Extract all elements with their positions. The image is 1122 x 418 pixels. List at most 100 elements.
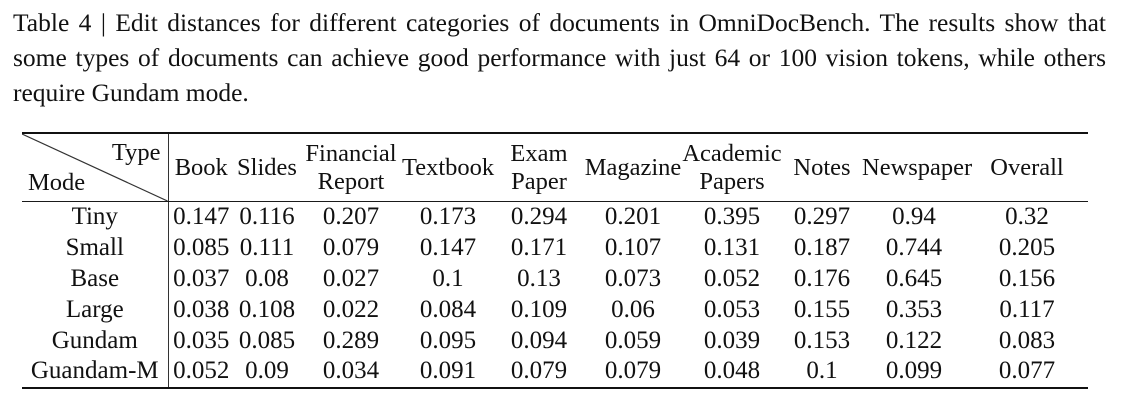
col-header-label: Overall (990, 153, 1064, 181)
table-cell: 0.073 (604, 264, 662, 292)
table-cell: 0.085 (173, 234, 230, 262)
table-cell: 0.053 (703, 295, 761, 323)
table-cell: 0.173 (419, 203, 477, 231)
col-header-label: Notes (793, 153, 851, 181)
table-cell: 0.156 (998, 264, 1056, 292)
col-header-textbook: Textbook (402, 132, 495, 202)
table-cell: 0.187 (793, 234, 851, 262)
table-cell: 0.207 (322, 203, 380, 231)
table-body: Tiny 0.147 0.116 0.207 0.173 0.294 0.201… (22, 201, 1088, 389)
table-cell: 0.155 (793, 295, 851, 323)
col-header-label: Slides (237, 153, 297, 181)
col-header-label: Paper (511, 167, 567, 195)
table-cell: 0.94 (892, 203, 936, 231)
table-cell: 0.744 (885, 234, 943, 262)
table-cell: 0.052 (703, 264, 761, 292)
table-cell: 0.048 (682, 355, 782, 389)
table-cell: 0.027 (322, 264, 380, 292)
table-row-large: Large 0.038 0.108 0.022 0.084 0.109 0.06… (22, 294, 1088, 326)
table-cell: 0.153 (793, 326, 851, 354)
table-cell: 0.116 (239, 203, 295, 231)
table-cell: 0.084 (419, 295, 477, 323)
table-row-guandam-m: Guandam-M 0.052 0.09 0.034 0.091 0.079 0… (22, 355, 1088, 389)
col-header-label: Newspaper (862, 153, 973, 181)
table-cell: 0.1 (782, 355, 862, 389)
row-label-guandam-m: Guandam-M (22, 355, 169, 389)
edit-distance-table: Type Mode Book Slides Financial Report T… (22, 132, 1088, 389)
table-cell: 0.079 (322, 234, 380, 262)
col-header-label: Academic (682, 139, 782, 167)
row-label-gundam: Gundam (22, 325, 169, 356)
col-header-academic-papers: Academic Papers (682, 132, 782, 202)
table-row-base: Base 0.037 0.08 0.027 0.1 0.13 0.073 0.0… (22, 263, 1088, 295)
table-header: Type Mode Book Slides Financial Report T… (22, 132, 1088, 202)
table-row-gundam: Gundam 0.035 0.085 0.289 0.095 0.094 0.0… (22, 325, 1088, 356)
table-cell: 0.297 (793, 203, 851, 231)
table-cell: 0.09 (234, 355, 300, 389)
table-cell: 0.147 (173, 203, 230, 231)
table-cell: 0.085 (238, 326, 296, 354)
diagonal-divider-line (22, 134, 168, 201)
col-header-label: Textbook (402, 153, 495, 181)
table-cell: 0.289 (322, 326, 380, 354)
col-header-book: Book (168, 132, 234, 202)
table-cell: 0.091 (402, 355, 494, 389)
table-cell: 0.117 (999, 295, 1055, 323)
table-cell: 0.039 (703, 326, 761, 354)
table-cell: 0.171 (510, 234, 568, 262)
table-cell: 0.077 (966, 355, 1088, 389)
table-cell: 0.645 (885, 264, 943, 292)
table-row-tiny: Tiny 0.147 0.116 0.207 0.173 0.294 0.201… (22, 201, 1088, 233)
col-header-label: Financial (305, 139, 397, 167)
table-cell: 0.111 (239, 234, 295, 262)
table-cell: 0.1 (432, 264, 464, 292)
row-label-small: Small (22, 232, 169, 264)
table-cell: 0.107 (604, 234, 662, 262)
table-cell: 0.099 (862, 355, 966, 389)
table-cell: 0.395 (703, 203, 761, 231)
col-header-label: Papers (699, 167, 765, 195)
table-cell: 0.094 (510, 326, 568, 354)
table-cell: 0.095 (419, 326, 477, 354)
col-header-exam-paper: Exam Paper (494, 132, 584, 202)
col-header-label: Book (174, 153, 228, 181)
row-label-tiny: Tiny (22, 201, 169, 233)
table-cell: 0.201 (604, 203, 662, 231)
col-header-label: Report (317, 167, 385, 195)
table-cell: 0.038 (173, 295, 230, 323)
table-cell: 0.122 (885, 326, 943, 354)
col-header-notes: Notes (782, 132, 862, 202)
table-cell: 0.176 (793, 264, 851, 292)
col-header-magazine: Magazine (584, 132, 682, 202)
corner-header-cell: Type Mode (22, 132, 169, 202)
corner-type-label: Type (111, 139, 161, 166)
table-cell: 0.052 (168, 355, 234, 389)
header-row: Type Mode Book Slides Financial Report T… (22, 132, 1088, 202)
row-label-base: Base (22, 263, 169, 295)
table-cell: 0.294 (510, 203, 568, 231)
col-header-label: Magazine (584, 153, 682, 181)
col-header-label: Exam (510, 139, 568, 167)
table-cell: 0.131 (703, 234, 761, 262)
table-cell: 0.06 (611, 295, 655, 323)
col-header-financial-report: Financial Report (300, 132, 402, 202)
corner-mode-label: Mode (28, 169, 86, 196)
table-cell: 0.034 (300, 355, 402, 389)
table-cell: 0.022 (322, 295, 380, 323)
table-cell: 0.109 (510, 295, 568, 323)
table-cell: 0.079 (584, 355, 682, 389)
table-cell: 0.147 (419, 234, 477, 262)
table-caption: Table 4 | Edit distances for different c… (13, 8, 1106, 107)
col-header-newspaper: Newspaper (862, 132, 973, 202)
table-cell: 0.035 (173, 326, 230, 354)
row-label-large: Large (22, 294, 169, 326)
table-cell: 0.059 (604, 326, 662, 354)
table-cell: 0.083 (998, 326, 1056, 354)
col-header-overall: Overall (966, 132, 1088, 202)
table-row-small: Small 0.085 0.111 0.079 0.147 0.171 0.10… (22, 232, 1088, 264)
col-header-slides: Slides (234, 132, 300, 202)
table-cell: 0.108 (238, 295, 296, 323)
table-cell: 0.13 (517, 264, 561, 292)
table-cell: 0.205 (998, 234, 1056, 262)
table-cell: 0.32 (1005, 203, 1049, 231)
